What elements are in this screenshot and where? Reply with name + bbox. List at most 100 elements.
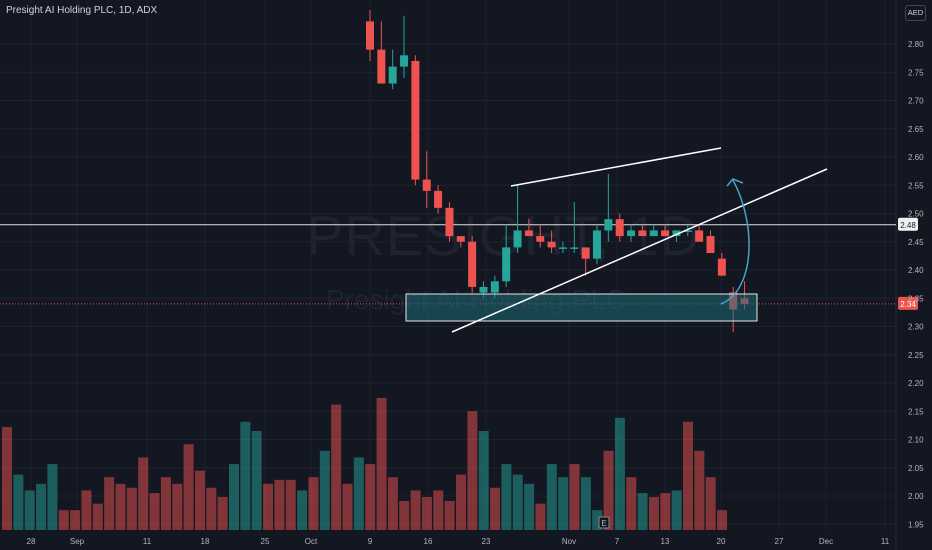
volume-bar — [331, 404, 342, 530]
volume-bar — [104, 477, 115, 530]
volume-bar — [160, 477, 171, 530]
volume-bar — [614, 417, 625, 530]
volume-bar — [637, 493, 648, 530]
volume-bar — [421, 497, 432, 530]
volume-bar — [683, 421, 693, 530]
volume-bar — [217, 497, 228, 530]
y-tick-label: 2.00 — [908, 492, 924, 501]
y-tick-label: 2.50 — [908, 210, 924, 219]
y-tick-label: 2.80 — [908, 40, 924, 49]
candle-body — [490, 281, 499, 293]
y-tick-label: 2.15 — [908, 407, 924, 416]
x-tick-label: 16 — [424, 537, 433, 546]
volume-bar — [92, 503, 103, 530]
currency-badge[interactable]: AED — [905, 5, 926, 21]
volume-bar — [376, 398, 387, 530]
candle-body — [570, 247, 579, 249]
volume-bar — [13, 474, 24, 530]
y-tick-label: 2.30 — [908, 323, 924, 332]
lower-trendline — [451, 168, 828, 333]
y-tick-label: 2.35 — [908, 294, 924, 303]
volume-bar — [535, 503, 546, 530]
candle-body — [366, 21, 374, 50]
y-tick-label: 2.10 — [908, 436, 924, 445]
volume-bar — [58, 510, 69, 530]
volume-bar — [240, 421, 251, 530]
volume-bar — [342, 483, 353, 530]
volume-bar — [81, 490, 92, 530]
y-tick-label: 2.70 — [908, 97, 924, 106]
volume-bar — [172, 483, 183, 530]
candle-body — [400, 55, 409, 67]
y-tick-label: 2.25 — [908, 351, 924, 360]
volume-bar — [546, 464, 557, 530]
candle-body — [445, 207, 454, 237]
upper-trendline — [510, 147, 722, 187]
volume-bar — [36, 483, 47, 530]
candle-body — [649, 230, 658, 237]
x-tick-label: Nov — [562, 537, 576, 546]
volume-bar — [70, 510, 81, 530]
volume-bar — [308, 477, 319, 530]
volume-bars — [2, 398, 728, 530]
volume-bar — [194, 470, 205, 530]
volume-bar — [251, 431, 262, 530]
y-tick-label: 2.05 — [908, 464, 924, 473]
volume-bar — [626, 477, 637, 530]
volume-bar — [603, 450, 614, 530]
volume-bar — [558, 477, 569, 530]
volume-bar — [2, 427, 12, 530]
candle-body — [683, 230, 692, 232]
volume-bar — [285, 479, 296, 530]
candle-body — [422, 179, 431, 191]
volume-bar — [580, 477, 591, 530]
volume-bar — [353, 457, 364, 530]
volume-bar — [229, 464, 239, 530]
x-tick-label: 23 — [482, 537, 491, 546]
volume-bar — [47, 464, 58, 530]
volume-bar — [490, 487, 501, 530]
y-tick-label: 2.55 — [908, 181, 924, 190]
volume-bar — [115, 483, 126, 530]
time-axis: 28 Sep 11 18 25 Oct 9 16 23 Nov 7 13 20 27 Dec 11 — [27, 537, 890, 546]
volume-bar — [433, 490, 444, 530]
candle-body — [661, 230, 670, 237]
earnings-event-label: E — [601, 519, 606, 528]
volume-bar — [410, 490, 421, 530]
volume-bar — [444, 500, 455, 530]
candle-body — [558, 247, 567, 249]
volume-bar — [183, 444, 194, 530]
earnings-event-marker — [598, 516, 610, 529]
candle-body — [593, 230, 601, 259]
y-tick-label: 2.60 — [908, 153, 924, 162]
x-tick-label: 18 — [201, 537, 210, 546]
volume-bar — [694, 450, 705, 530]
volume-bar — [297, 490, 308, 530]
price-axis: 1.95 2.00 2.05 2.10 2.15 2.20 2.25 2.30 2.35 2.40… — [908, 40, 924, 529]
candle-body — [513, 230, 522, 248]
y-tick-label: 2.45 — [908, 238, 924, 247]
candle-body — [706, 236, 715, 254]
volume-bar — [319, 450, 330, 530]
candle-body — [411, 60, 420, 180]
volume-bar — [705, 477, 716, 530]
support-zone-box — [405, 293, 758, 322]
price-line-label: 2.34 — [900, 300, 916, 309]
y-tick-label: 2.20 — [908, 379, 924, 388]
x-tick-label: Oct — [305, 537, 318, 546]
volume-bar — [478, 431, 489, 530]
volume-bar — [149, 493, 160, 530]
candle-body — [456, 236, 465, 242]
volume-bar — [263, 483, 274, 530]
candle-body — [695, 230, 704, 242]
candle-body — [581, 247, 590, 259]
candle-body — [672, 230, 681, 237]
x-tick-label: Dec — [819, 537, 833, 546]
x-tick-label: 11 — [143, 537, 152, 546]
candle-body — [638, 230, 647, 237]
volume-bar — [126, 487, 137, 530]
candles — [366, 10, 749, 333]
x-tick-label: 28 — [27, 537, 36, 546]
volume-bar — [717, 510, 728, 530]
